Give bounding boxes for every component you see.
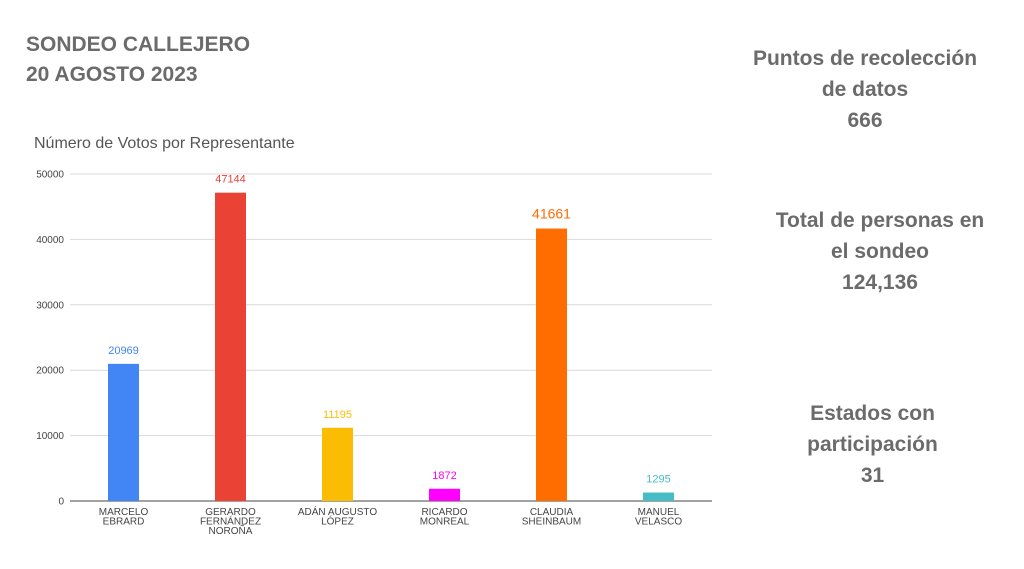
report-header: SONDEO CALLEJERO 20 AGOSTO 2023: [26, 30, 250, 90]
stat-collection-points: Puntos de recolección de datos 666: [720, 43, 1010, 136]
category-label: VELASCO: [635, 517, 682, 528]
category-label: SHEINBAUM: [522, 517, 581, 528]
bar: [429, 488, 460, 501]
data-label: 1295: [646, 474, 670, 486]
stat-label-line: Puntos de recolección: [752, 47, 978, 70]
stat-value: 31: [860, 464, 885, 487]
data-label: 47144: [215, 174, 246, 186]
stat-total-people: Total de personas en el sondeo 124,136: [745, 205, 1015, 298]
stat-label-line: el sondeo: [830, 240, 930, 263]
y-tick-label: 50000: [36, 170, 64, 181]
category-label: NOROÑA: [209, 524, 253, 537]
category-label: MANUEL: [638, 507, 680, 518]
chart-title: Número de Votos por Representante: [34, 135, 295, 152]
bar: [322, 427, 353, 501]
y-tick-label: 20000: [36, 366, 64, 377]
stat-label-line: Estados con: [810, 402, 935, 425]
y-tick-label: 40000: [36, 235, 64, 246]
stat-label-line: participación: [807, 433, 938, 456]
data-label: 11195: [323, 409, 352, 421]
stat-value: 124,136: [842, 271, 918, 294]
bar: [536, 228, 567, 502]
stat-label-line: Total de personas en: [775, 209, 985, 232]
data-label: 1872: [432, 470, 456, 482]
stat-value: 666: [847, 109, 883, 132]
category-label: CLAUDIA: [530, 507, 574, 518]
stat-label-line: de datos: [821, 78, 909, 101]
category-label: MARCELO: [99, 507, 149, 518]
bar: [108, 363, 139, 501]
category-label: RICARDO: [421, 507, 467, 518]
category-label: ADÁN AUGUSTO: [298, 505, 377, 518]
bar: [215, 192, 246, 502]
data-label: 20969: [108, 345, 139, 357]
category-label: GERARDO: [205, 507, 256, 518]
bar-chart: 0 10000 20000 30000 40000 50000 20969 MARCELOEB…: [36, 170, 712, 537]
category-label: FERNÁNDEZ: [200, 515, 261, 528]
stat-participating-states: Estados con participación 31: [760, 398, 985, 491]
category-label: EBRARD: [103, 517, 145, 528]
data-label: 41661: [532, 206, 571, 222]
y-tick-label: 10000: [36, 431, 64, 442]
report-date: 20 AGOSTO 2023: [26, 63, 198, 86]
y-tick-label: 30000: [36, 300, 64, 311]
bar: [643, 492, 674, 501]
report-title: SONDEO CALLEJERO: [26, 33, 251, 56]
category-label: LÓPEZ: [321, 515, 354, 528]
category-label: MONREAL: [420, 517, 470, 528]
y-tick-label: 0: [58, 497, 64, 508]
